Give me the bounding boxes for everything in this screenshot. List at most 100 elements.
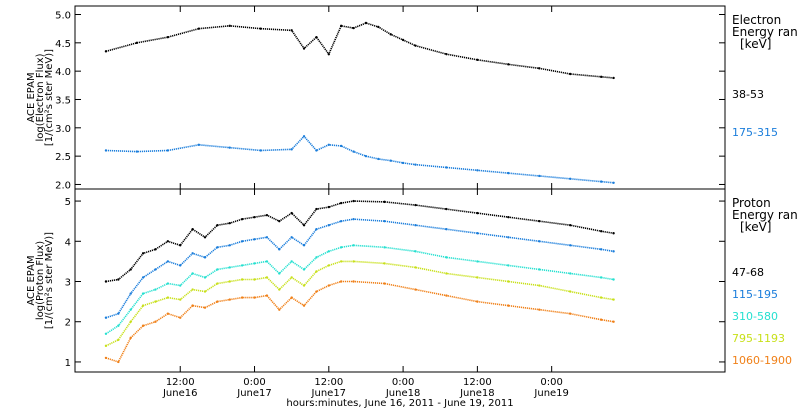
data-point <box>290 29 293 32</box>
data-point <box>339 201 343 205</box>
data-point <box>117 338 120 342</box>
data-point <box>240 240 244 243</box>
data-point <box>129 308 132 311</box>
data-point <box>339 24 343 28</box>
data-point <box>569 272 572 275</box>
data-point <box>216 282 219 285</box>
electron-legend-title: Electron <box>732 13 781 27</box>
electron-ylabel-line: log(Electron Flux) <box>35 53 46 141</box>
data-point <box>290 148 293 151</box>
data-point <box>327 205 331 209</box>
data-point <box>302 135 306 138</box>
data-point <box>278 272 281 275</box>
data-point <box>339 280 343 283</box>
data-point <box>216 300 219 303</box>
data-point <box>129 268 132 271</box>
data-point <box>290 260 293 263</box>
data-point <box>228 221 231 225</box>
data-point <box>265 236 269 239</box>
data-point <box>327 223 331 227</box>
data-point <box>538 174 541 178</box>
data-point <box>259 149 262 152</box>
data-point <box>154 300 157 303</box>
data-point <box>216 223 219 227</box>
data-point <box>476 260 479 263</box>
data-point <box>166 240 170 243</box>
data-point <box>352 244 355 247</box>
data-point <box>203 306 207 309</box>
data-point <box>414 163 417 166</box>
data-point <box>197 27 201 30</box>
data-point <box>507 264 510 267</box>
data-point <box>364 21 368 25</box>
electron-panel: 2.0 2.5 3.0 3.5 4.0 4.5 5.0 ACE EPAMlog(Electro… <box>26 5 726 191</box>
xtick-time-label: 0:00 <box>540 377 562 388</box>
data-point <box>327 143 331 147</box>
data-point <box>401 38 405 42</box>
data-point <box>315 290 318 293</box>
data-point <box>179 244 182 247</box>
data-point <box>278 288 281 291</box>
series-line <box>105 280 614 363</box>
xtick-time-label: 0:00 <box>243 377 265 388</box>
data-point <box>253 262 256 265</box>
electron-ylabel-line: ACE EPAM <box>26 72 37 122</box>
data-point <box>290 211 293 215</box>
data-point <box>569 72 572 76</box>
data-point <box>117 360 120 364</box>
data-point <box>104 332 108 335</box>
data-point <box>476 58 479 62</box>
data-point <box>327 284 331 287</box>
data-point <box>259 27 262 30</box>
series-line <box>105 22 614 79</box>
data-point <box>599 296 603 299</box>
data-point <box>445 272 448 275</box>
data-point <box>383 246 386 249</box>
data-point <box>253 238 256 241</box>
data-point <box>612 278 615 281</box>
data-point <box>203 256 207 259</box>
data-point <box>507 171 510 175</box>
data-point <box>191 304 194 307</box>
data-point <box>352 199 355 203</box>
data-point <box>364 154 368 158</box>
xtick-date-label: June17 <box>311 388 347 399</box>
data-point <box>253 215 256 219</box>
data-point <box>166 260 170 263</box>
data-point <box>599 180 603 183</box>
data-point <box>228 280 231 283</box>
data-point <box>327 250 331 253</box>
data-point <box>290 236 293 239</box>
data-point <box>445 52 448 56</box>
data-point <box>507 63 510 66</box>
xtick-date-label: June16 <box>162 388 198 399</box>
data-point <box>383 219 386 223</box>
data-point <box>135 150 139 153</box>
proton-ylabel-line: ACE EPAM <box>26 255 37 305</box>
data-point <box>352 260 355 263</box>
data-point <box>191 228 194 231</box>
electron-ytick-label: 4.5 <box>55 39 71 50</box>
proton-series-795-1193 <box>104 260 615 348</box>
legend-entry: 175-315 <box>732 126 778 139</box>
data-point <box>129 336 132 340</box>
data-point <box>203 236 207 239</box>
data-point <box>612 320 615 323</box>
data-point <box>383 262 386 265</box>
data-point <box>141 324 145 327</box>
xtick-time-label: 12:00 <box>314 377 343 388</box>
data-point <box>383 200 386 204</box>
data-point <box>265 260 269 263</box>
data-point <box>302 223 306 227</box>
data-point <box>315 256 318 259</box>
data-point <box>327 264 331 267</box>
data-point <box>278 219 281 223</box>
data-point <box>104 50 108 53</box>
data-point <box>154 248 157 251</box>
proton-ytick-label: 3 <box>65 278 71 289</box>
data-point <box>507 236 510 239</box>
data-point <box>352 150 355 153</box>
data-point <box>290 296 293 299</box>
